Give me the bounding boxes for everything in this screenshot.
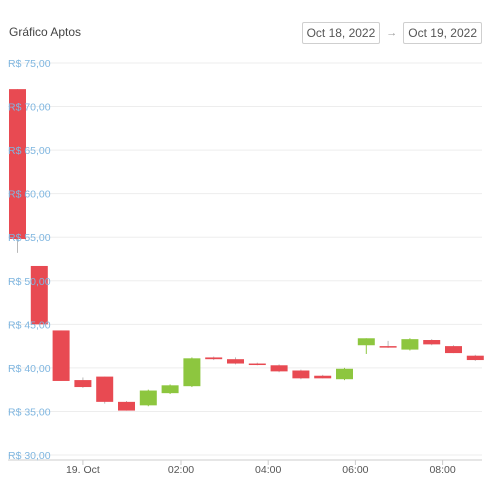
candle-body bbox=[357, 338, 375, 346]
candle-down bbox=[248, 362, 266, 366]
y-axis-ticks: R$ 30,00 R$ 35,00 R$ 40,00 R$ 45,00 R$ 50,00… bbox=[8, 58, 51, 462]
candle-down bbox=[445, 345, 462, 354]
chart-title: Gráfico Aptos bbox=[9, 25, 82, 39]
candle-down bbox=[314, 374, 332, 379]
candle-down bbox=[30, 265, 48, 325]
candle-body bbox=[52, 330, 70, 381]
candle-body bbox=[466, 355, 484, 361]
x-tick-label: 19. Oct bbox=[66, 464, 100, 476]
x-tick-label: 08:00 bbox=[429, 464, 455, 476]
date-to-button[interactable]: Oct 19, 2022 bbox=[403, 22, 482, 44]
candle-body bbox=[139, 390, 157, 406]
y-tick-label: R$ 60,00 bbox=[8, 189, 51, 201]
x-tick-label: 04:00 bbox=[255, 464, 281, 476]
x-axis-ticks: 19. Oct 02:00 04:00 06:00 08:00 bbox=[66, 460, 456, 476]
candle-body bbox=[205, 357, 223, 360]
candle-body bbox=[183, 358, 201, 387]
y-tick-label: R$ 65,00 bbox=[8, 145, 51, 157]
y-tick-label: R$ 75,00 bbox=[8, 58, 51, 70]
candle-body bbox=[379, 346, 397, 348]
candle-down bbox=[466, 354, 484, 361]
x-tick-label: 02:00 bbox=[168, 464, 194, 476]
candle-body bbox=[161, 385, 179, 394]
candle-body bbox=[248, 363, 266, 366]
candle-body bbox=[9, 89, 26, 239]
candle-body bbox=[423, 340, 441, 345]
candle-down bbox=[118, 400, 135, 411]
candle-up bbox=[401, 338, 419, 351]
y-tick-label: R$ 45,00 bbox=[8, 319, 51, 331]
candle-body bbox=[118, 401, 135, 411]
candle-body bbox=[445, 346, 462, 354]
date-from-button[interactable]: Oct 18, 2022 bbox=[301, 22, 381, 44]
candle-down bbox=[9, 89, 26, 253]
candle-body bbox=[227, 359, 244, 364]
candle-down bbox=[74, 377, 92, 388]
y-tick-label: R$ 70,00 bbox=[8, 102, 51, 114]
candle-down bbox=[227, 357, 244, 365]
x-tick-label: 06:00 bbox=[342, 464, 368, 476]
y-tick-label: R$ 50,00 bbox=[8, 276, 51, 288]
candle-up bbox=[336, 367, 353, 381]
candle-up bbox=[183, 357, 201, 388]
candle-down bbox=[270, 364, 288, 373]
candle-body bbox=[30, 265, 48, 325]
candle-down bbox=[423, 339, 441, 346]
candles bbox=[9, 89, 484, 411]
arrow-right-icon: → bbox=[386, 27, 398, 39]
candle-body bbox=[314, 375, 332, 379]
candle-down bbox=[96, 376, 114, 404]
gridlines bbox=[8, 62, 482, 461]
candle-down bbox=[379, 340, 397, 348]
candle-down bbox=[292, 369, 310, 380]
y-tick-label: R$ 30,00 bbox=[8, 450, 51, 462]
candle-body bbox=[401, 339, 419, 350]
candle-body bbox=[96, 376, 114, 402]
candle-body bbox=[74, 380, 92, 388]
y-tick-label: R$ 35,00 bbox=[8, 406, 51, 418]
candle-down bbox=[52, 330, 70, 381]
candle-up bbox=[161, 384, 179, 395]
y-tick-label: R$ 55,00 bbox=[8, 232, 51, 244]
candle-body bbox=[336, 368, 353, 380]
candle-body bbox=[270, 365, 288, 372]
candle-down bbox=[205, 356, 223, 361]
candle-up bbox=[139, 389, 157, 407]
date-range-selector: Oct 18, 2022 → Oct 19, 2022 bbox=[301, 22, 482, 44]
candle-body bbox=[292, 370, 310, 379]
candle-up bbox=[357, 338, 375, 354]
y-tick-label: R$ 40,00 bbox=[8, 363, 51, 375]
